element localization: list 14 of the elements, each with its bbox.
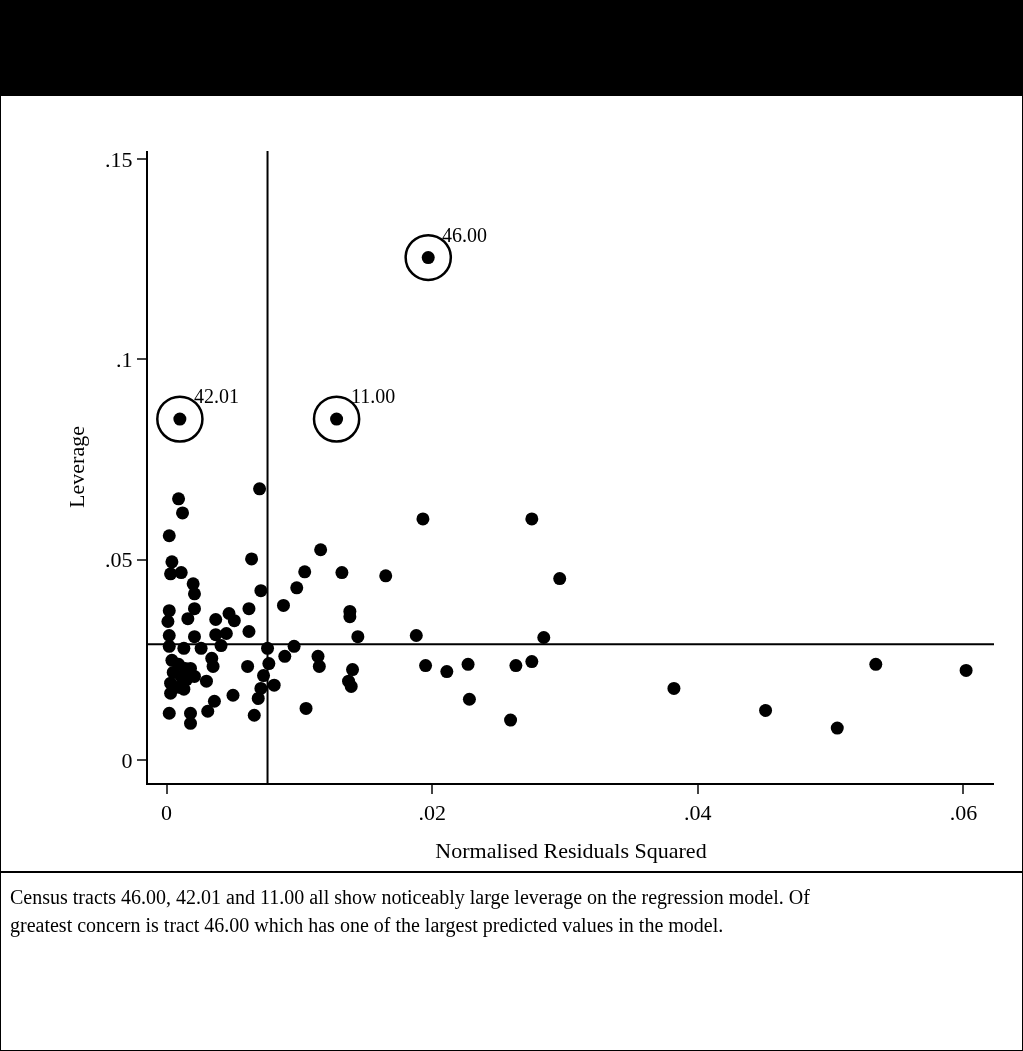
x-axis-title: Normalised Residuals Squared: [435, 837, 707, 863]
x-tick-label: .06: [949, 800, 978, 826]
y-tick-label: .05: [105, 547, 133, 573]
x-tick-label: 0: [161, 800, 173, 826]
y-tick-label: .1: [116, 347, 133, 373]
x-tick-label: .02: [418, 800, 446, 826]
annotation: 11.00: [351, 385, 396, 407]
annotation: 46.00: [442, 224, 487, 246]
y-axis-title: Leverage: [64, 426, 90, 508]
text: Census tracts 46.00, 42.01 and 11.00 all show noticeably large leverage on the regression model. Of greatest concern is tract 46.00 which has one of the largest predicted values in the model.: [9, 885, 811, 939]
y-tick-label: .15: [105, 146, 133, 172]
y-tick-label: 0: [121, 747, 133, 773]
x-tick-label: .04: [684, 800, 712, 826]
annotation: 42.01: [194, 385, 239, 407]
